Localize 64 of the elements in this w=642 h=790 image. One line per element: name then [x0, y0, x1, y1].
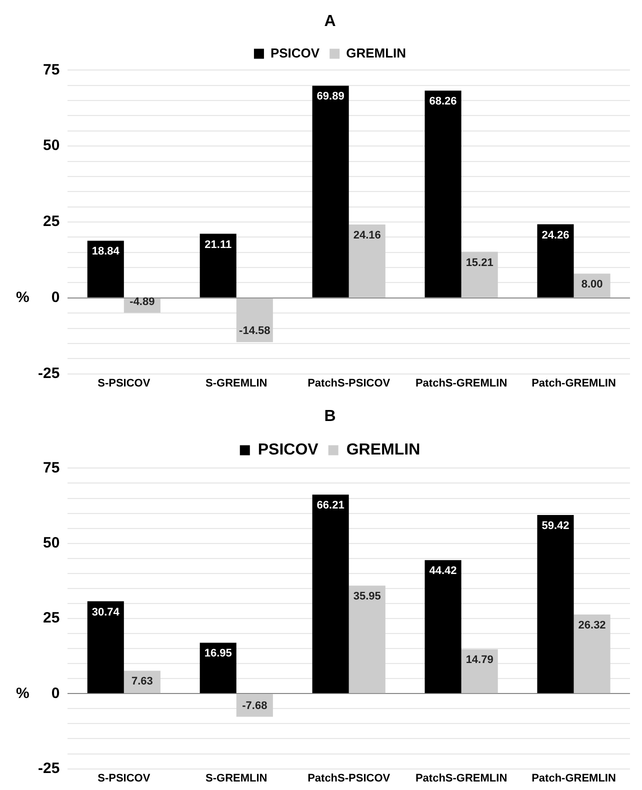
bar: [200, 234, 236, 298]
data-label: 44.42: [429, 565, 457, 578]
x-tick-label: PatchS-PSICOV: [308, 772, 391, 784]
data-label: 66.21: [316, 500, 344, 512]
data-label: 69.89: [316, 90, 344, 103]
bar: [424, 90, 462, 298]
bar: [312, 494, 349, 694]
bar: [348, 224, 386, 298]
data-label: -7.68: [242, 700, 268, 712]
bar: [312, 86, 349, 298]
data-label: 59.42: [542, 520, 570, 532]
bar: [461, 252, 498, 298]
y-tick-label: 0: [51, 684, 60, 702]
x-tick-label: PatchS-GREMLIN: [415, 377, 508, 390]
data-label: 30.74: [92, 606, 120, 618]
x-tick-label: PatchS-GREMLIN: [415, 772, 508, 784]
y-tick-label: 75: [42, 459, 60, 476]
data-label: 21.11: [204, 238, 232, 251]
x-tick-label: PatchS-PSICOV: [308, 377, 391, 390]
bar: [424, 560, 462, 694]
y-tick-label: -25: [38, 364, 60, 382]
y-tick-label: 50: [42, 137, 60, 154]
bar: [461, 649, 498, 694]
x-tick-label: Patch-GREMLIN: [532, 377, 616, 390]
y-axis-title: %: [16, 289, 30, 306]
bar: [87, 601, 124, 694]
data-label: 18.84: [92, 246, 120, 258]
x-tick-label: S-GREMLIN: [206, 772, 268, 784]
x-tick-label: S-GREMLIN: [206, 377, 268, 390]
data-label: -4.89: [130, 296, 155, 308]
y-tick-label: 75: [42, 61, 60, 78]
x-tick-label: S-PSICOV: [98, 772, 151, 784]
legend-label: PSICOV: [258, 442, 319, 459]
data-label: 7.63: [131, 676, 153, 688]
y-axis-title: %: [16, 684, 30, 702]
chart-title: B: [324, 408, 336, 426]
data-label: -14.58: [239, 325, 270, 338]
chart-title: A: [324, 13, 336, 30]
data-label: 8.00: [581, 278, 603, 291]
legend-label: GREMLIN: [346, 442, 420, 459]
data-label: 24.16: [353, 230, 381, 242]
data-label: 16.95: [204, 648, 232, 660]
bar: [236, 298, 273, 342]
y-tick-label: 0: [51, 289, 60, 306]
data-label: 68.26: [429, 96, 457, 108]
bar: [574, 614, 610, 694]
bar: [537, 224, 574, 298]
legend-label: PSICOV: [270, 45, 320, 60]
bar: [200, 642, 236, 694]
bar: [348, 586, 386, 694]
data-label: 14.79: [466, 654, 494, 666]
data-label: 26.32: [578, 620, 606, 632]
x-tick-label: S-PSICOV: [98, 377, 151, 390]
data-label: 24.26: [542, 229, 570, 242]
y-tick-label: 25: [42, 213, 60, 230]
y-tick-label: -25: [38, 760, 60, 777]
y-tick-label: 25: [42, 610, 60, 627]
data-label: 35.95: [353, 590, 381, 603]
x-tick-label: Patch-GREMLIN: [532, 772, 616, 784]
y-tick-label: 50: [42, 534, 60, 552]
data-label: 15.21: [466, 256, 494, 269]
bar: [87, 240, 124, 298]
legend-label: GREMLIN: [346, 45, 406, 60]
bar: [537, 515, 574, 694]
